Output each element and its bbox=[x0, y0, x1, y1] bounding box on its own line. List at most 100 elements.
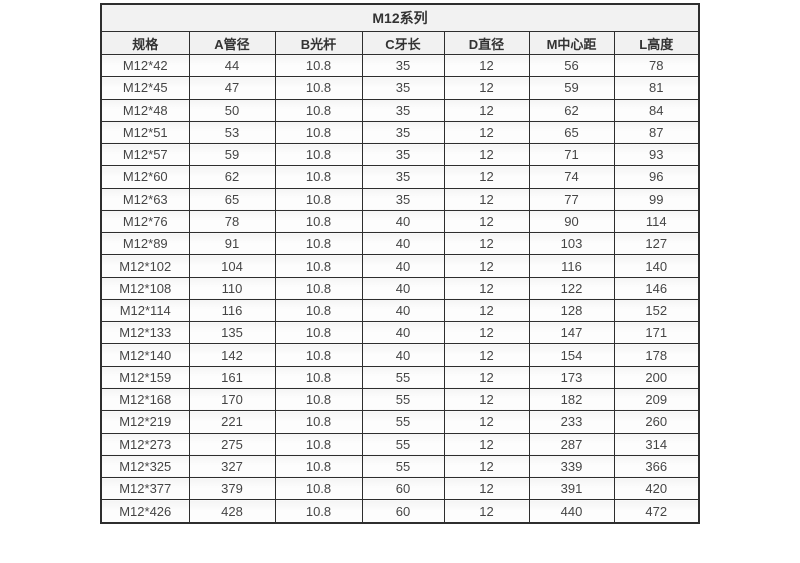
value-cell: 40 bbox=[361, 343, 445, 367]
table-row: M12*273 275 10.8 55 12 287 314 bbox=[100, 432, 700, 456]
value-cell: 81 bbox=[613, 76, 700, 100]
value-cell: 146 bbox=[613, 276, 700, 300]
value-cell: 47 bbox=[188, 76, 276, 100]
value-cell: 233 bbox=[528, 410, 615, 434]
value-cell: 84 bbox=[613, 98, 700, 122]
value-cell: 10.8 bbox=[274, 254, 363, 278]
value-cell: 110 bbox=[188, 276, 276, 300]
value-cell: 10.8 bbox=[274, 343, 363, 367]
value-cell: 327 bbox=[188, 454, 276, 479]
column-header-3: C牙长 bbox=[361, 31, 445, 55]
value-cell: 10.8 bbox=[274, 477, 363, 501]
column-header-0: 规格 bbox=[100, 31, 190, 55]
table-row: M12*377 379 10.8 60 12 391 420 bbox=[100, 477, 700, 501]
value-cell: 77 bbox=[528, 187, 615, 211]
spec-cell: M12*45 bbox=[100, 76, 190, 100]
value-cell: 10.8 bbox=[274, 298, 363, 323]
value-cell: 339 bbox=[528, 454, 615, 479]
value-cell: 10.8 bbox=[274, 387, 363, 412]
table-row: M12*63 65 10.8 35 12 77 99 bbox=[100, 187, 700, 211]
spec-cell: M12*377 bbox=[100, 477, 190, 501]
value-cell: 12 bbox=[443, 76, 530, 100]
value-cell: 12 bbox=[443, 254, 530, 278]
value-cell: 12 bbox=[443, 232, 530, 256]
value-cell: 10.8 bbox=[274, 76, 363, 100]
value-cell: 55 bbox=[361, 365, 445, 389]
value-cell: 78 bbox=[613, 53, 700, 78]
value-cell: 44 bbox=[188, 53, 276, 78]
value-cell: 10.8 bbox=[274, 232, 363, 256]
value-cell: 12 bbox=[443, 410, 530, 434]
column-header-5: M中心距 bbox=[528, 31, 615, 55]
value-cell: 12 bbox=[443, 432, 530, 456]
value-cell: 472 bbox=[613, 499, 700, 524]
value-cell: 12 bbox=[443, 343, 530, 367]
value-cell: 96 bbox=[613, 165, 700, 189]
table-row: M12*140 142 10.8 40 12 154 178 bbox=[100, 343, 700, 367]
table-row: M12*48 50 10.8 35 12 62 84 bbox=[100, 98, 700, 122]
table-row: M12*51 53 10.8 35 12 65 87 bbox=[100, 120, 700, 145]
value-cell: 12 bbox=[443, 321, 530, 345]
value-cell: 154 bbox=[528, 343, 615, 367]
value-cell: 91 bbox=[188, 232, 276, 256]
value-cell: 35 bbox=[361, 143, 445, 167]
value-cell: 10.8 bbox=[274, 454, 363, 479]
value-cell: 12 bbox=[443, 98, 530, 122]
value-cell: 93 bbox=[613, 143, 700, 167]
value-cell: 147 bbox=[528, 321, 615, 345]
value-cell: 10.8 bbox=[274, 410, 363, 434]
table-row: M12*102 104 10.8 40 12 116 140 bbox=[100, 254, 700, 278]
table-row: M12*76 78 10.8 40 12 90 114 bbox=[100, 209, 700, 234]
table-row: M12*168 170 10.8 55 12 182 209 bbox=[100, 387, 700, 412]
value-cell: 99 bbox=[613, 187, 700, 211]
value-cell: 10.8 bbox=[274, 365, 363, 389]
value-cell: 142 bbox=[188, 343, 276, 367]
value-cell: 10.8 bbox=[274, 143, 363, 167]
value-cell: 173 bbox=[528, 365, 615, 389]
m12-series-spec-table: M12系列 规格 A管径 B光杆 C牙长 D直径 M中心距 L高度 M12*42 44 10.8… bbox=[100, 3, 701, 524]
value-cell: 55 bbox=[361, 410, 445, 434]
spec-cell: M12*57 bbox=[100, 143, 190, 167]
value-cell: 71 bbox=[528, 143, 615, 167]
value-cell: 116 bbox=[188, 298, 276, 323]
table-row: M12*60 62 10.8 35 12 74 96 bbox=[100, 165, 700, 189]
value-cell: 209 bbox=[613, 387, 700, 412]
value-cell: 35 bbox=[361, 53, 445, 78]
value-cell: 59 bbox=[188, 143, 276, 167]
spec-cell: M12*42 bbox=[100, 53, 190, 78]
value-cell: 275 bbox=[188, 432, 276, 456]
column-header-4: D直径 bbox=[443, 31, 530, 55]
value-cell: 40 bbox=[361, 321, 445, 345]
table-row: M12*219 221 10.8 55 12 233 260 bbox=[100, 410, 700, 434]
column-header-6: L高度 bbox=[613, 31, 700, 55]
table-row: M12*42 44 10.8 35 12 56 78 bbox=[100, 53, 700, 78]
value-cell: 10.8 bbox=[274, 98, 363, 122]
table-row: M12*159 161 10.8 55 12 173 200 bbox=[100, 365, 700, 389]
value-cell: 65 bbox=[528, 120, 615, 145]
value-cell: 12 bbox=[443, 387, 530, 412]
value-cell: 104 bbox=[188, 254, 276, 278]
value-cell: 182 bbox=[528, 387, 615, 412]
value-cell: 12 bbox=[443, 120, 530, 145]
spec-cell: M12*140 bbox=[100, 343, 190, 367]
spec-cell: M12*89 bbox=[100, 232, 190, 256]
value-cell: 40 bbox=[361, 232, 445, 256]
value-cell: 10.8 bbox=[274, 187, 363, 211]
value-cell: 35 bbox=[361, 76, 445, 100]
value-cell: 379 bbox=[188, 477, 276, 501]
table-row: M12*114 116 10.8 40 12 128 152 bbox=[100, 298, 700, 323]
value-cell: 10.8 bbox=[274, 432, 363, 456]
value-cell: 314 bbox=[613, 432, 700, 456]
value-cell: 127 bbox=[613, 232, 700, 256]
value-cell: 10.8 bbox=[274, 53, 363, 78]
value-cell: 103 bbox=[528, 232, 615, 256]
column-header-1: A管径 bbox=[188, 31, 276, 55]
table-row: M12*108 110 10.8 40 12 122 146 bbox=[100, 276, 700, 300]
value-cell: 50 bbox=[188, 98, 276, 122]
value-cell: 161 bbox=[188, 365, 276, 389]
value-cell: 60 bbox=[361, 477, 445, 501]
value-cell: 59 bbox=[528, 76, 615, 100]
spec-cell: M12*133 bbox=[100, 321, 190, 345]
value-cell: 12 bbox=[443, 165, 530, 189]
